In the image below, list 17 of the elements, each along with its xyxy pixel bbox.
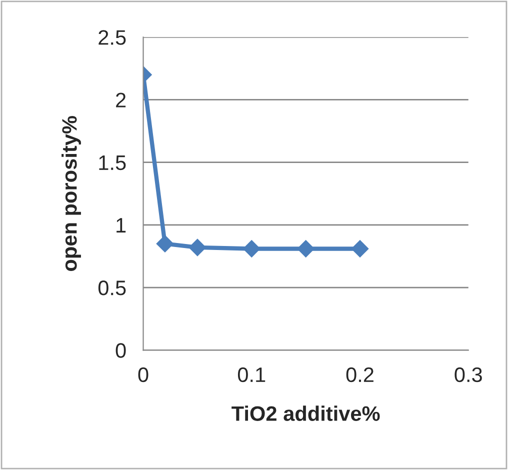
y-axis-title: open porosity% <box>62 116 81 271</box>
point <box>297 240 314 258</box>
y-tick-label: 0 <box>116 343 126 358</box>
x-tick-label: 0 <box>138 367 148 382</box>
y-tick-label: 1 <box>116 218 126 232</box>
x-axis-title: TiO2 additive% <box>232 406 380 421</box>
y-tick-label: 1.5 <box>99 156 126 170</box>
y-tick-label: 0.5 <box>98 280 126 296</box>
point <box>188 238 206 256</box>
y-tick-label: 2.5 <box>98 30 126 45</box>
x-tick-label: 0.2 <box>346 367 374 382</box>
point <box>156 235 174 252</box>
y-tick-label: 2 <box>116 92 126 108</box>
x-tick-label: 0.3 <box>454 367 482 382</box>
x-tick-label: 0.1 <box>238 367 266 382</box>
point <box>243 240 260 258</box>
point <box>351 240 369 258</box>
